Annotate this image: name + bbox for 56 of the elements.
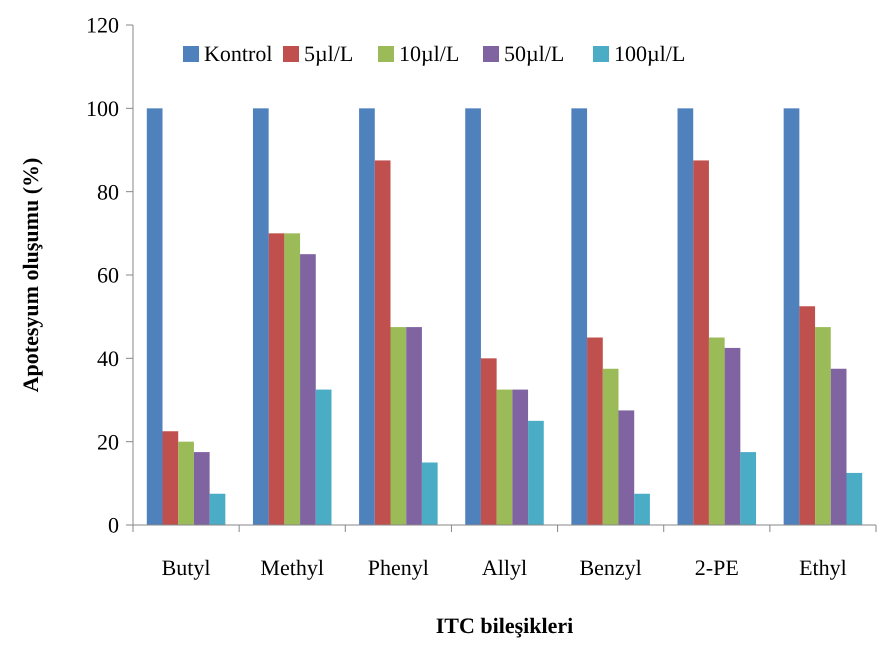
bar <box>359 108 375 525</box>
x-tick-label: Allyl <box>482 555 528 580</box>
y-tick-label: 60 <box>97 262 119 288</box>
bar <box>252 108 269 525</box>
bar <box>784 108 800 525</box>
bar <box>300 254 316 525</box>
bar <box>602 368 618 525</box>
bar <box>634 494 650 525</box>
bar <box>815 327 831 525</box>
bar <box>678 108 694 525</box>
y-tick-label: 40 <box>97 346 119 372</box>
legend-label: 50µl/L <box>504 41 564 66</box>
bar <box>740 452 756 525</box>
bar <box>571 108 588 525</box>
bar <box>587 338 603 525</box>
x-tick-label: Butyl <box>162 555 211 580</box>
legend-label: 100µl/L <box>614 41 686 66</box>
bar <box>480 358 497 525</box>
bar <box>162 431 178 525</box>
legend-label: Kontrol <box>204 41 272 66</box>
x-tick-label: Methyl <box>260 555 324 580</box>
bar <box>178 442 194 525</box>
bar <box>422 462 438 525</box>
legend-label: 10µl/L <box>399 41 460 66</box>
x-tick-label: Ethyl <box>799 555 847 580</box>
bar <box>465 108 481 525</box>
bar <box>618 410 634 525</box>
y-tick-label: 0 <box>108 512 119 538</box>
y-tick-label: 100 <box>86 96 119 122</box>
bar <box>846 472 862 525</box>
x-tick-label: 2-PE <box>694 555 739 580</box>
bar <box>390 327 406 525</box>
bar <box>146 108 163 525</box>
y-tick-label: 120 <box>86 12 119 38</box>
y-axis-title: Apotesyum oluşumu (%) <box>18 158 43 392</box>
bar <box>284 233 300 525</box>
x-tick-label: Benzyl <box>579 555 642 580</box>
bar <box>496 390 512 525</box>
bar <box>374 160 390 525</box>
bar <box>528 420 544 525</box>
bar <box>316 390 332 525</box>
bar <box>693 160 709 525</box>
bar <box>830 368 846 525</box>
bar <box>708 338 725 525</box>
bar <box>406 327 422 525</box>
bar <box>724 348 740 525</box>
bar <box>268 233 284 525</box>
x-tick-label: Phenyl <box>368 555 429 580</box>
bar <box>194 452 210 525</box>
bar <box>210 494 226 525</box>
bar <box>799 306 816 525</box>
legend-label: 5µl/L <box>304 41 354 66</box>
x-axis-title: ITC bileşikleri <box>436 613 574 638</box>
y-tick-label: 80 <box>97 179 119 204</box>
bar <box>512 390 528 525</box>
y-tick-label: 20 <box>97 429 119 454</box>
